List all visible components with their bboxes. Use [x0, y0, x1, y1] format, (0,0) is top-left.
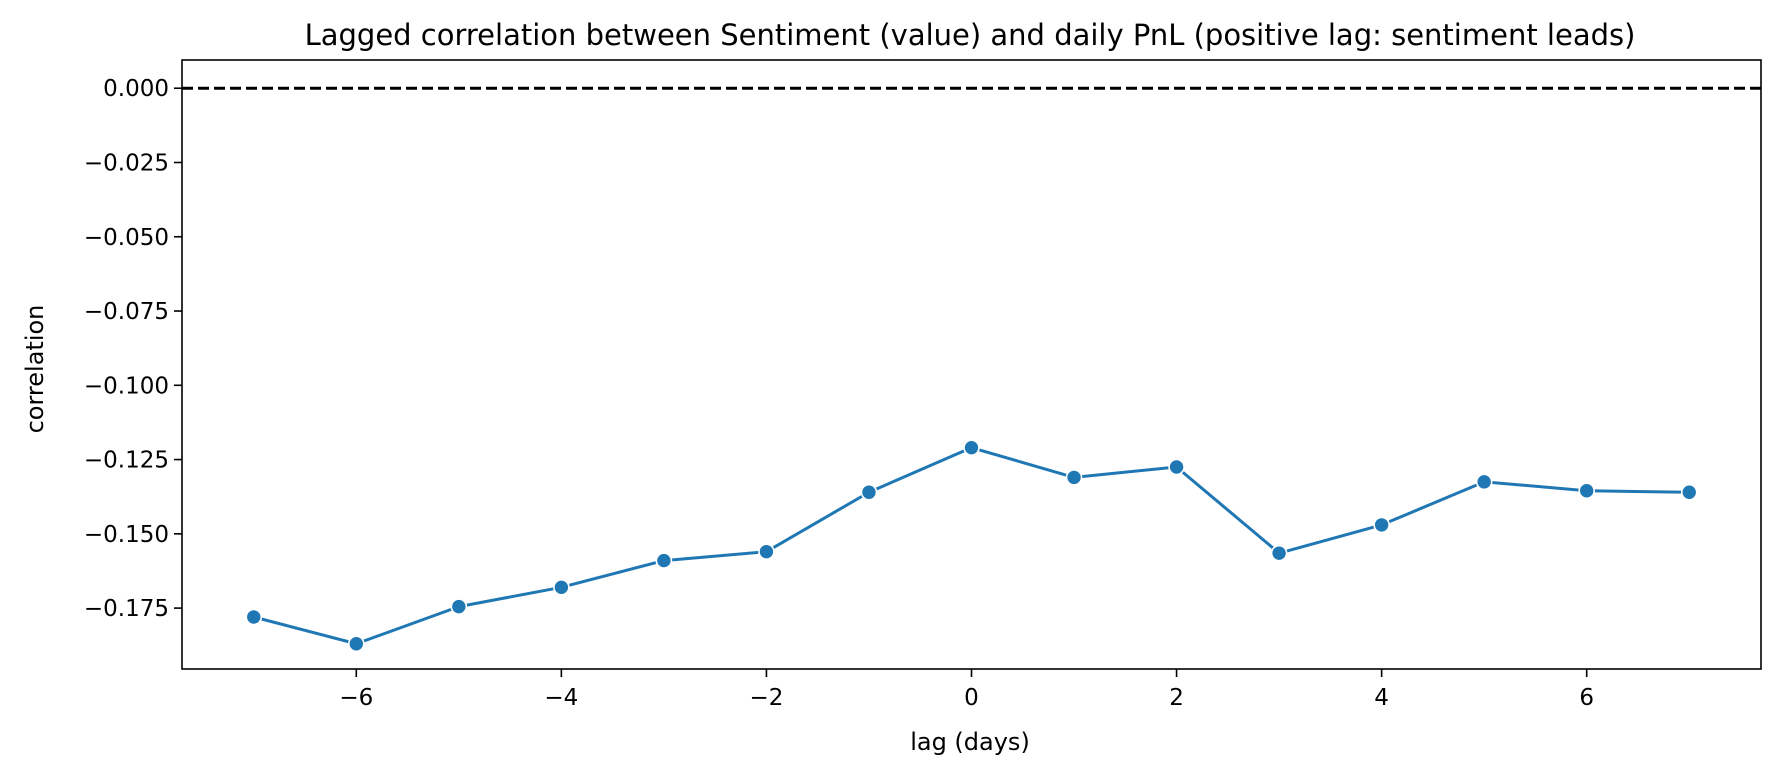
y-tick-label: −0.125: [84, 448, 169, 474]
x-tick-label: 4: [1374, 685, 1389, 711]
y-tick-label: −0.175: [84, 596, 169, 622]
data-point: [1373, 516, 1390, 534]
data-point: [860, 483, 878, 501]
y-tick-label: 0.000: [103, 76, 169, 102]
x-axis-label: lag (days): [910, 728, 1030, 756]
data-point: [553, 579, 570, 596]
data-point: [655, 552, 673, 569]
plot-area: 0.000 −0.025 −0.050 −0.075 −0.100 −0.125 −0.15…: [84, 76, 1761, 711]
y-tick-label: −0.050: [84, 225, 169, 251]
data-point: [348, 635, 365, 653]
data-point: [450, 598, 468, 615]
y-tick-label: −0.150: [84, 522, 169, 548]
data-point: [1168, 458, 1185, 476]
data-point: [245, 608, 263, 626]
data-point: [758, 543, 775, 560]
series-line: [253, 446, 1690, 646]
chart-title: Lagged correlation between Sentiment (va…: [305, 18, 1636, 52]
x-tick-label: 6: [1579, 685, 1594, 711]
data-point: [1680, 483, 1698, 501]
x-tick-label: −6: [339, 685, 373, 711]
y-tick-label: −0.100: [84, 373, 169, 399]
x-tick-label: −2: [749, 685, 783, 711]
data-point: [1475, 473, 1493, 491]
data-point: [1578, 482, 1595, 500]
x-tick-label: 0: [964, 685, 979, 711]
data-point: [1065, 469, 1083, 486]
plot-frame: [181, 59, 1762, 670]
x-tick-label: −4: [544, 685, 578, 711]
y-tick-label: −0.025: [84, 150, 169, 176]
data-point: [963, 439, 980, 456]
data-point: [1270, 544, 1288, 562]
y-tick-label: −0.075: [84, 299, 169, 325]
x-tick-label: 2: [1169, 685, 1184, 711]
y-axis-label: correlation: [21, 305, 49, 434]
